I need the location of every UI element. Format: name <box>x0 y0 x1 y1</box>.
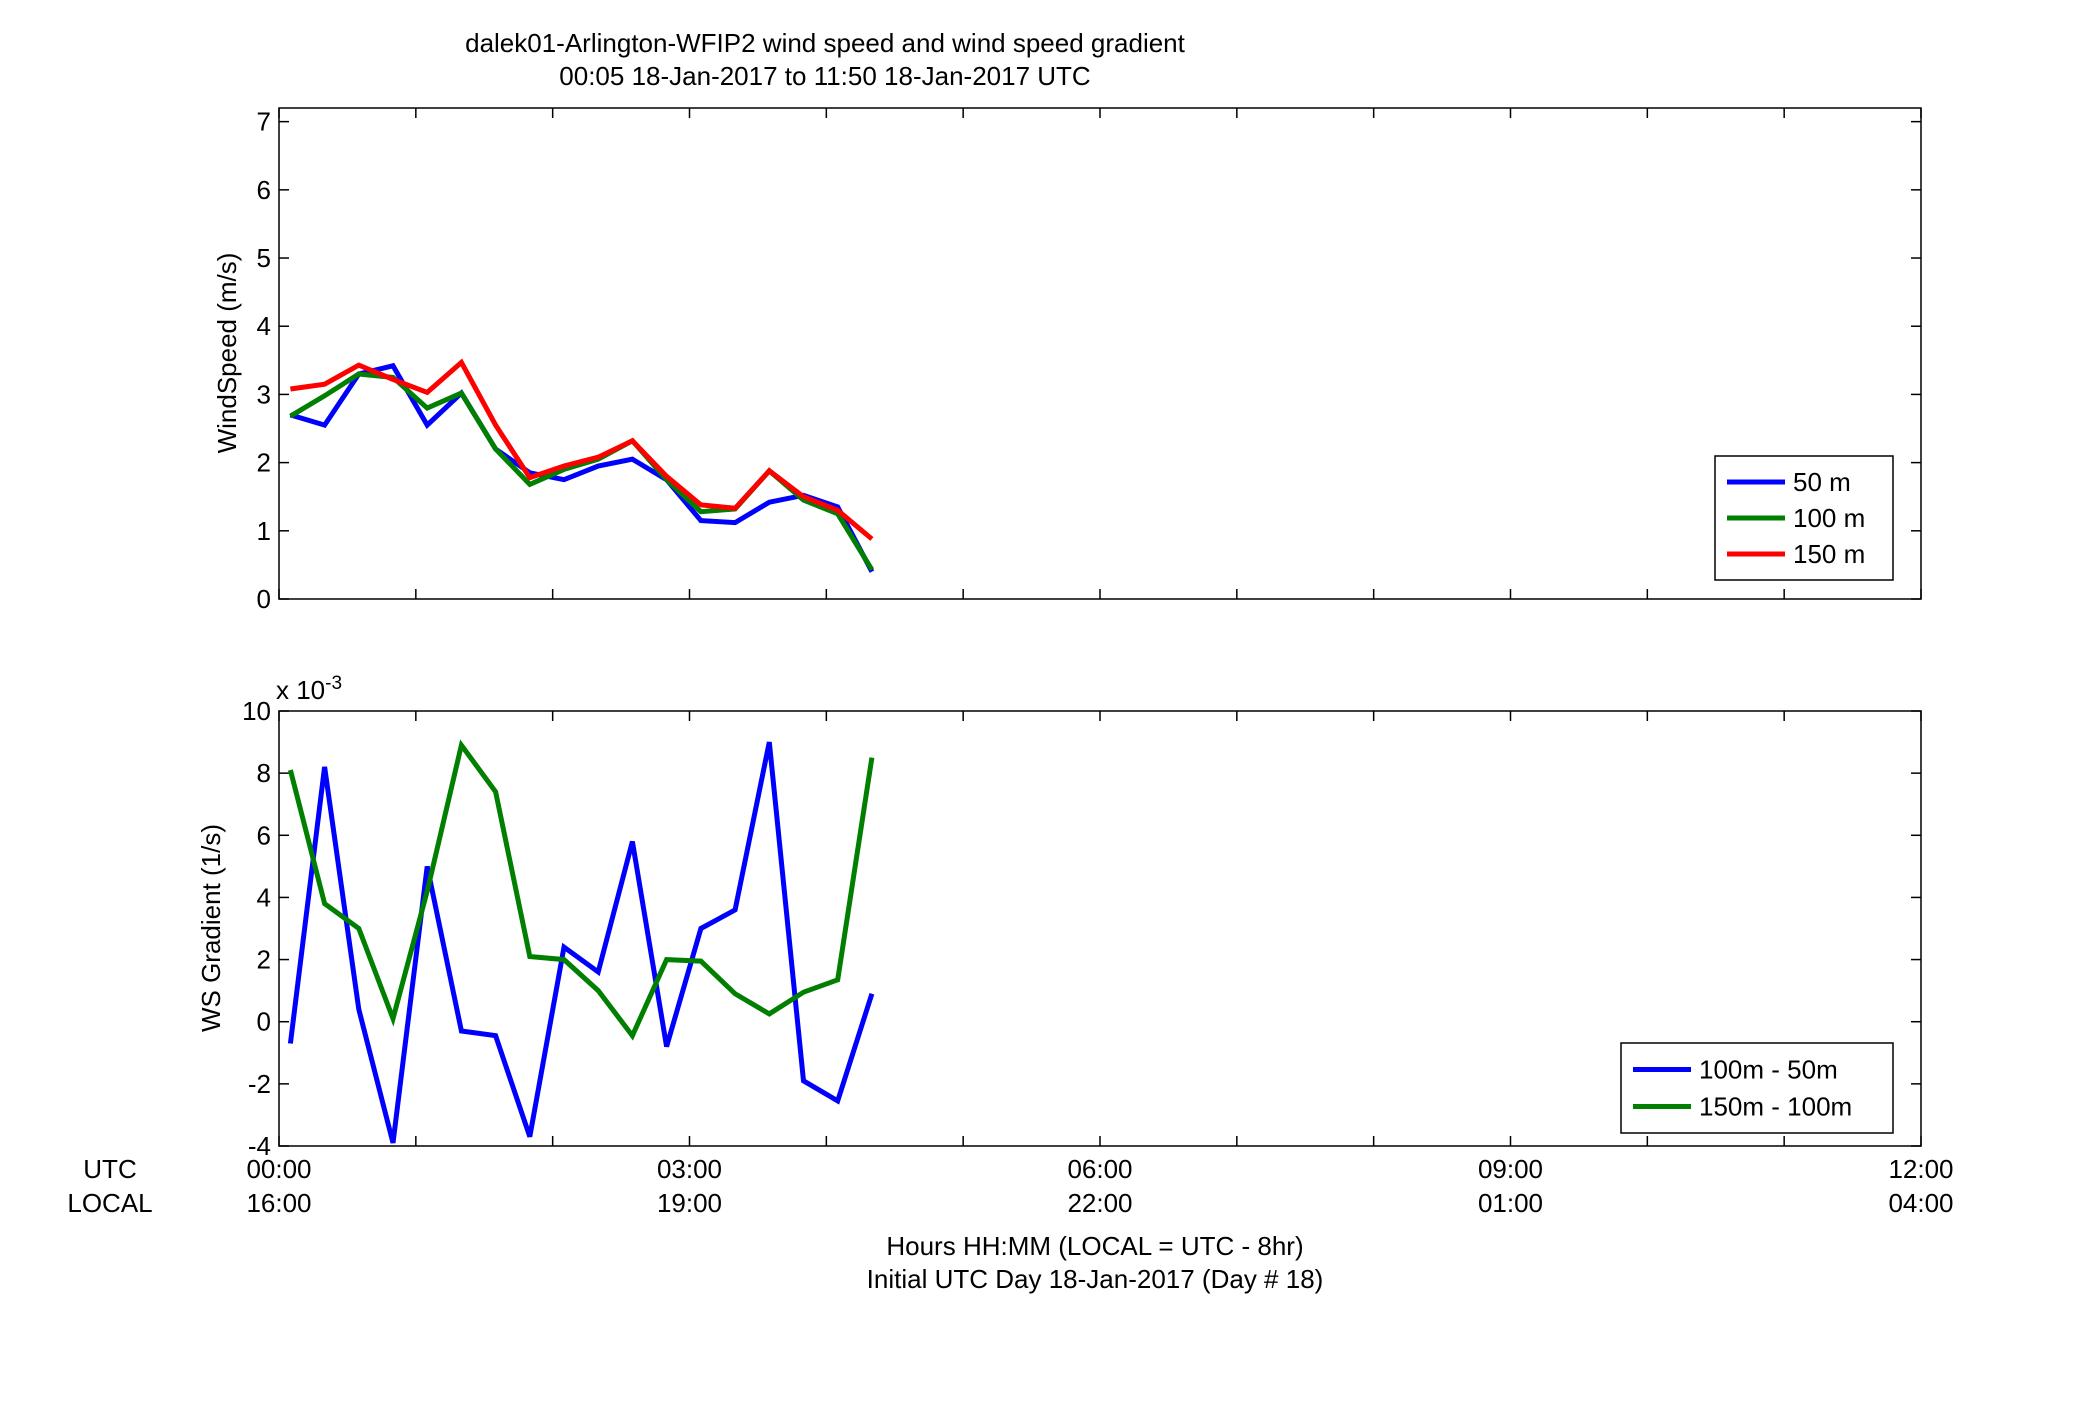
series-line-150-m <box>290 358 874 541</box>
x-tick-label-local: 19:00 <box>657 1188 722 1218</box>
y-tick-label: 0 <box>257 584 271 614</box>
wind-gradient-panel: -4 -2 0 2 4 6 8 10 WS Gradient (1/s) x 10-3 100m -… <box>196 673 1922 1161</box>
x-tick-label-utc: 09:00 <box>1478 1154 1543 1184</box>
chart-title-line2: 00:05 18-Jan-2017 to 11:50 18-Jan-2017 U… <box>559 61 1090 91</box>
x-axis-caption-line1: Hours HH:MM (LOCAL = UTC - 8hr) <box>886 1231 1303 1261</box>
y-tick-label: 2 <box>257 945 271 975</box>
local-row-label: LOCAL <box>67 1188 152 1218</box>
x-tick-label-local: 04:00 <box>1888 1188 1953 1218</box>
legend-label: 100m - 50m <box>1699 1055 1838 1085</box>
wind-speed-panel: 0 1 2 3 4 5 6 7 WindSpeed (m/s) 50 m 100 m 150 m <box>212 107 1922 614</box>
y-tick-label: 5 <box>257 243 271 273</box>
y-axis-multiplier: x 10-3 <box>276 673 342 705</box>
legend-label: 100 m <box>1793 503 1865 533</box>
series-line-150m-100m <box>287 739 875 1041</box>
y-tick-label: -4 <box>248 1131 271 1161</box>
legend-box <box>1620 1042 1894 1134</box>
x-tick-label-utc: 03:00 <box>657 1154 722 1184</box>
x-tick-label-local: 01:00 <box>1478 1188 1543 1218</box>
y-tick-label: 6 <box>257 820 271 850</box>
y-tick-label: 0 <box>257 1007 271 1037</box>
y-tick-label: 6 <box>257 175 271 205</box>
x-tick-label-local: 22:00 <box>1067 1188 1132 1218</box>
y-tick-label: 7 <box>257 107 271 137</box>
y-axis-label: WindSpeed (m/s) <box>212 253 242 454</box>
y-axis-label: WS Gradient (1/s) <box>196 824 226 1032</box>
y-tick-label: 4 <box>257 311 271 341</box>
series-line-50-m <box>289 362 875 573</box>
y-tick-label: -2 <box>248 1069 271 1099</box>
utc-row-label: UTC <box>83 1154 136 1184</box>
x-axis-caption-line2: Initial UTC Day 18-Jan-2017 (Day # 18) <box>867 1264 1324 1294</box>
y-tick-label: 4 <box>257 882 271 912</box>
y-tick-label: 1 <box>257 516 271 546</box>
x-tick-label-utc: 06:00 <box>1067 1154 1132 1184</box>
y-tick-label: 2 <box>257 448 271 478</box>
legend-label: 150 m <box>1793 539 1865 569</box>
x-tick-label-utc: 12:00 <box>1888 1154 1953 1184</box>
y-tick-label: 3 <box>257 379 271 409</box>
chart-title-line1: dalek01-Arlington-WFIP2 wind speed and w… <box>465 28 1186 58</box>
y-tick-label: 8 <box>257 758 271 788</box>
x-tick-label-local: 16:00 <box>246 1188 311 1218</box>
series-line-100m-50m <box>287 741 875 1144</box>
y-tick-label: 10 <box>242 696 271 726</box>
legend-label: 50 m <box>1793 467 1851 497</box>
legend-label: 150m - 100m <box>1699 1092 1852 1122</box>
y-axis-multiplier-exponent: -3 <box>325 673 342 694</box>
plot-area-frame <box>278 107 1922 600</box>
x-tick-label-utc: 00:00 <box>246 1154 311 1184</box>
shared-x-axis-labels: UTC LOCAL 00:00 16:00 03:00 19:00 06:00 22:00… <box>67 1154 1953 1218</box>
